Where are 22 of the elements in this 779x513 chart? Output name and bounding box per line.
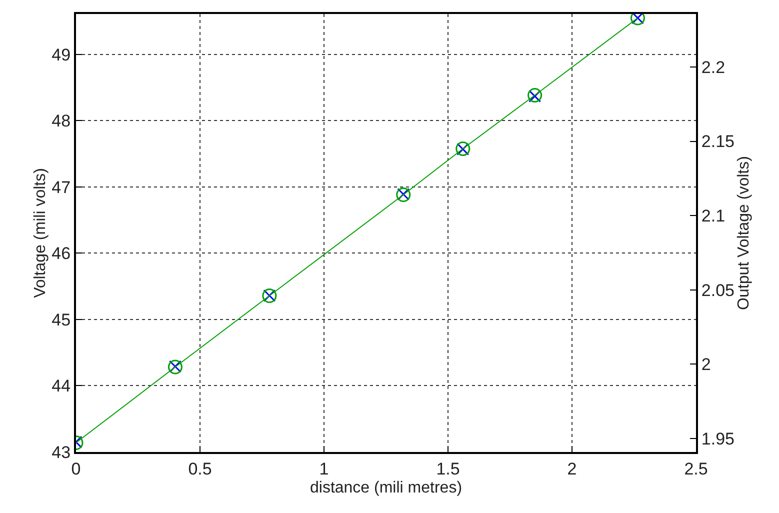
y-tick-label: 48 bbox=[52, 112, 71, 131]
y-tick-label: 46 bbox=[52, 244, 71, 264]
x-tick-label: 0.5 bbox=[188, 459, 212, 478]
x-tick-label: 0 bbox=[71, 459, 81, 478]
y2-tick-label: 2 bbox=[701, 355, 711, 374]
x-tick-label: 1.5 bbox=[436, 459, 460, 478]
y-tick-label: 47 bbox=[52, 178, 71, 197]
y-tick-label: 49 bbox=[52, 45, 71, 64]
x-axis-title: distance (mili metres) bbox=[310, 480, 462, 497]
x-tick-label: 2 bbox=[567, 459, 577, 478]
y-tick-label: 44 bbox=[52, 376, 71, 396]
x-tick-label: 2.5 bbox=[684, 459, 708, 478]
y2-tick-label: 2.15 bbox=[701, 132, 734, 152]
y2-axis-title: Output Voltage (volts) bbox=[736, 156, 753, 310]
y2-tick-label: 2.05 bbox=[701, 280, 734, 300]
y-tick-label: 43 bbox=[52, 442, 71, 462]
y2-tick-label: 1.95 bbox=[701, 429, 734, 448]
y-tick-label: 45 bbox=[52, 310, 71, 330]
x-tick-label: 1 bbox=[319, 459, 329, 478]
y2-tick-label: 2.1 bbox=[701, 206, 726, 226]
y2-tick-label: 2.2 bbox=[701, 58, 726, 77]
y-axis-title: Voltage (mili volts) bbox=[32, 168, 50, 298]
